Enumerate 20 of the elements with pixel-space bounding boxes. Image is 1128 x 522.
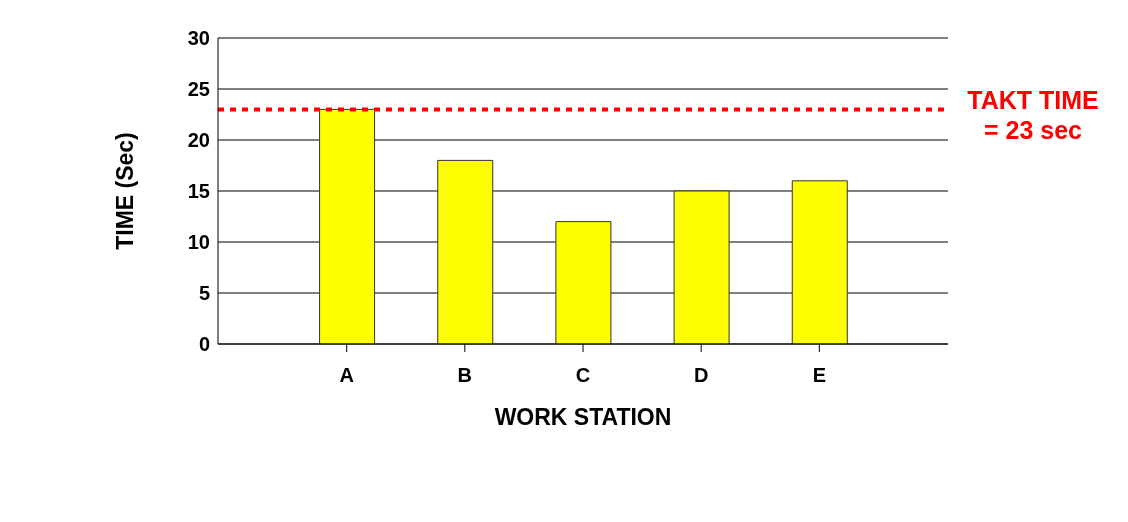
y-axis-title: TIME (Sec) [112, 132, 139, 250]
bar [437, 159, 494, 344]
y-tick-label: 20 [187, 129, 210, 152]
bar [673, 190, 730, 344]
x-tick-label: D [693, 364, 709, 387]
bar [555, 221, 612, 344]
y-tick-label: 10 [187, 231, 210, 254]
x-tick-label: B [457, 364, 473, 387]
bar [791, 180, 848, 344]
y-tick-label: 15 [187, 180, 210, 203]
y-tick-label: 25 [187, 78, 210, 101]
x-tick-label: C [575, 364, 591, 387]
x-tick-label: E [812, 364, 827, 387]
y-tick-label: 5 [198, 282, 210, 305]
y-tick-label: 0 [198, 333, 210, 356]
bar [319, 108, 376, 344]
ref-line-label: TAKT TIME = 23 sec [966, 85, 1100, 146]
y-tick-label: 30 [187, 27, 210, 50]
x-axis-title: WORK STATION [494, 404, 672, 430]
x-tick-label: A [339, 364, 354, 387]
